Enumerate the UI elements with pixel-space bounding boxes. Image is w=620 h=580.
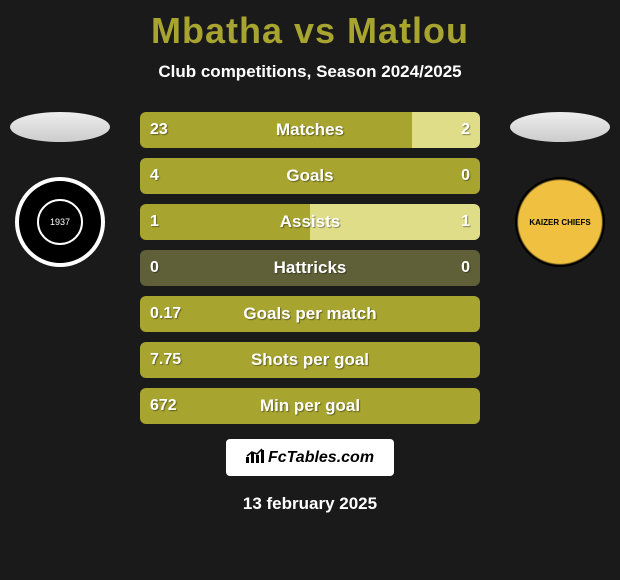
stat-label: Matches: [140, 112, 480, 148]
stat-label: Goals: [140, 158, 480, 194]
club-badge-left-text: 1937: [37, 199, 83, 245]
club-badge-right-text: KAIZER CHIEFS: [515, 177, 605, 267]
club-badge-left: 1937: [15, 177, 105, 267]
stat-row: Goals4 0: [140, 158, 480, 194]
stat-value-left: 23: [140, 112, 178, 148]
content: 1937 KAIZER CHIEFS Matches23 2 Goals4 0 Assi…: [0, 112, 620, 424]
player-right-column: KAIZER CHIEFS: [500, 112, 620, 267]
club-badge-right: KAIZER CHIEFS: [515, 177, 605, 267]
header: Mbatha vs Matlou Club competitions, Seas…: [0, 0, 620, 82]
stats-container: Matches232Goals40Assists11Hattricks00Goa…: [140, 112, 480, 424]
stat-value-left: 0: [140, 250, 169, 286]
page-title: Mbatha vs Matlou: [0, 10, 620, 52]
stat-row: Goals per match0.17: [140, 296, 480, 332]
player-left-column: 1937: [0, 112, 120, 267]
stat-value-left: 7.75: [140, 342, 191, 378]
stat-value-right: 2: [451, 112, 480, 148]
stat-value-left: 0.17: [140, 296, 191, 332]
stat-row: Assists1 1: [140, 204, 480, 240]
stat-value-right: 0: [451, 250, 480, 286]
player-left-silhouette: [10, 112, 110, 142]
stat-value-left: 1: [140, 204, 169, 240]
stat-label: Hattricks: [140, 250, 480, 286]
date-text: 13 february 2025: [0, 494, 620, 514]
stat-value-left: 672: [140, 388, 187, 424]
stat-row: Hattricks0 0: [140, 250, 480, 286]
footer: FcTables.com 13 february 2025: [0, 439, 620, 514]
stat-label: Min per goal: [140, 388, 480, 424]
stat-label: Assists: [140, 204, 480, 240]
stat-row: Shots per goal7.75: [140, 342, 480, 378]
stat-value-right: 0: [451, 158, 480, 194]
subtitle: Club competitions, Season 2024/2025: [0, 62, 620, 82]
player-right-silhouette: [510, 112, 610, 142]
stat-value-right: 1: [451, 204, 480, 240]
stat-value-left: 4: [140, 158, 169, 194]
chart-icon: [246, 447, 264, 468]
stat-row: Min per goal672: [140, 388, 480, 424]
stat-row: Matches23 2: [140, 112, 480, 148]
brand-text: FcTables.com: [268, 449, 374, 467]
brand-badge: FcTables.com: [226, 439, 394, 476]
